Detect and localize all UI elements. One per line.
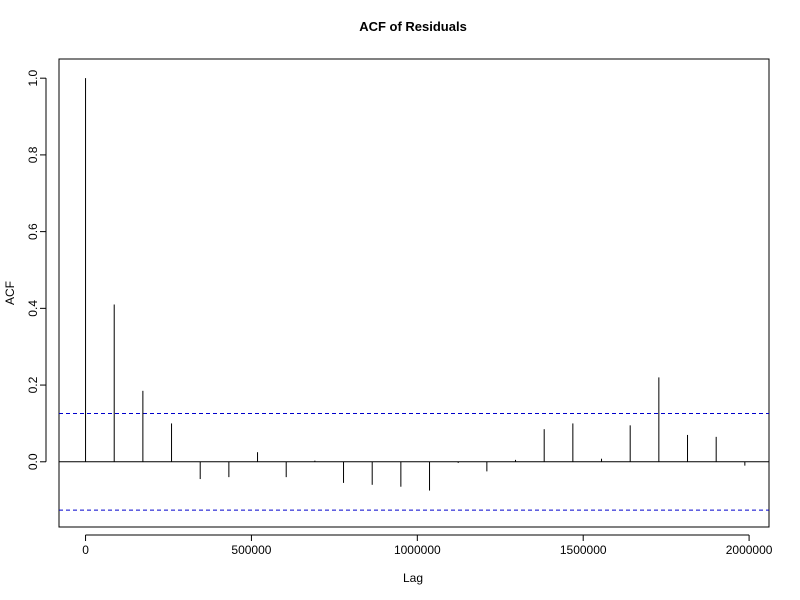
x-tick-label: 0: [82, 543, 89, 557]
y-axis-title: ACF: [3, 281, 17, 305]
y-tick-label: 0.6: [26, 223, 40, 240]
y-tick-label: 0.2: [26, 376, 40, 393]
x-tick-label: 500000: [231, 543, 271, 557]
x-tick-label: 2000000: [726, 543, 773, 557]
y-tick-label: 0.4: [26, 300, 40, 317]
x-axis: 0 500000 1000000 1500000 2000000: [82, 534, 773, 557]
x-axis-title: Lag: [403, 571, 423, 585]
y-tick-label: 0.0: [26, 453, 40, 470]
chart-title: ACF of Residuals: [359, 19, 467, 34]
x-tick-label: 1000000: [394, 543, 441, 557]
confidence-bands: [59, 412, 769, 511]
acf-bars: [85, 78, 746, 491]
plot-frame: [58, 58, 770, 528]
y-tick-label: 0.8: [26, 146, 40, 163]
x-tick-label: 1500000: [560, 543, 607, 557]
y-tick-label: 1.0: [26, 70, 40, 87]
y-axis: 0.0 0.2 0.4 0.6 0.8 1.0: [26, 70, 47, 470]
